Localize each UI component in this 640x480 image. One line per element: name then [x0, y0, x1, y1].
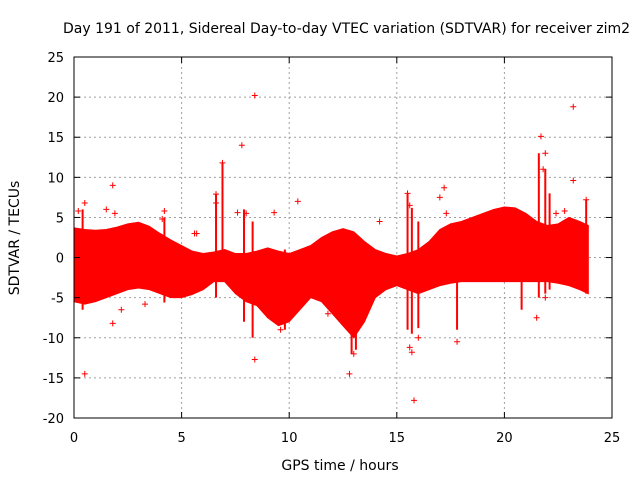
- y-axis-label: SDTVAR / TECUs: [7, 181, 23, 296]
- data-point: [454, 338, 461, 345]
- data-point: [75, 208, 82, 215]
- x-tick-label: 15: [389, 431, 406, 446]
- data-point: [404, 190, 411, 197]
- data-point: [553, 210, 560, 217]
- data-point: [537, 133, 544, 140]
- y-tick-label: 0: [56, 252, 64, 267]
- x-tick-label: 20: [496, 431, 513, 446]
- data-point: [111, 210, 118, 217]
- data-point: [159, 216, 166, 223]
- data-point: [441, 184, 448, 191]
- data-point: [533, 314, 540, 321]
- data-band: [73, 206, 589, 339]
- x-tick-label: 10: [281, 431, 298, 446]
- data-point: [542, 294, 549, 301]
- x-tick-label: 25: [604, 431, 621, 446]
- data-point: [411, 397, 418, 404]
- data-point: [561, 208, 568, 215]
- data-layer: [73, 92, 590, 404]
- data-point: [540, 166, 547, 173]
- data-point: [277, 326, 284, 333]
- data-point: [109, 182, 116, 189]
- data-point: [161, 208, 168, 215]
- data-point: [324, 310, 331, 317]
- data-point: [109, 320, 116, 327]
- data-point: [570, 103, 577, 110]
- data-point: [251, 356, 258, 363]
- y-tick-label: -20: [43, 412, 64, 427]
- data-point: [213, 200, 220, 207]
- data-point: [376, 218, 383, 225]
- data-point: [243, 210, 250, 217]
- chart-title: Day 191 of 2011, Sidereal Day-to-day VTE…: [63, 21, 630, 37]
- y-tick-label: 25: [47, 51, 64, 66]
- data-point: [81, 200, 88, 207]
- data-point: [251, 92, 258, 99]
- y-tick-label: 20: [47, 91, 64, 106]
- data-point: [570, 177, 577, 184]
- data-point: [142, 301, 149, 308]
- y-tick-label: 10: [47, 171, 64, 186]
- data-point: [219, 159, 226, 166]
- y-tick-label: -10: [43, 332, 64, 347]
- y-tick-label: -15: [43, 372, 64, 387]
- y-tick-label: 5: [56, 211, 64, 226]
- data-point: [443, 210, 450, 217]
- data-point: [234, 209, 241, 216]
- data-point: [350, 350, 357, 357]
- data-point: [238, 142, 245, 149]
- x-tick-label: 5: [177, 431, 185, 446]
- data-point: [118, 306, 125, 313]
- data-point: [103, 206, 110, 213]
- x-axis-label: GPS time / hours: [281, 458, 398, 474]
- data-point: [542, 150, 549, 157]
- plot-frame: [73, 56, 613, 419]
- data-point: [271, 209, 278, 216]
- data-point: [415, 334, 422, 341]
- x-tick-label: 0: [70, 431, 78, 446]
- data-point: [406, 344, 413, 351]
- data-point: [193, 230, 200, 237]
- data-point: [294, 198, 301, 205]
- tick-layer: -20 -15 -10 -5 0 5 10 15 20 25 0 5 10 15 20 25: [43, 51, 621, 446]
- data-point: [81, 370, 88, 377]
- data-point: [583, 196, 590, 203]
- data-point: [213, 191, 220, 198]
- y-tick-label: 15: [47, 131, 64, 146]
- y-tick-label: -5: [51, 292, 64, 307]
- data-point: [408, 349, 415, 356]
- data-point: [406, 202, 413, 209]
- data-point: [346, 370, 353, 377]
- data-point: [436, 194, 443, 201]
